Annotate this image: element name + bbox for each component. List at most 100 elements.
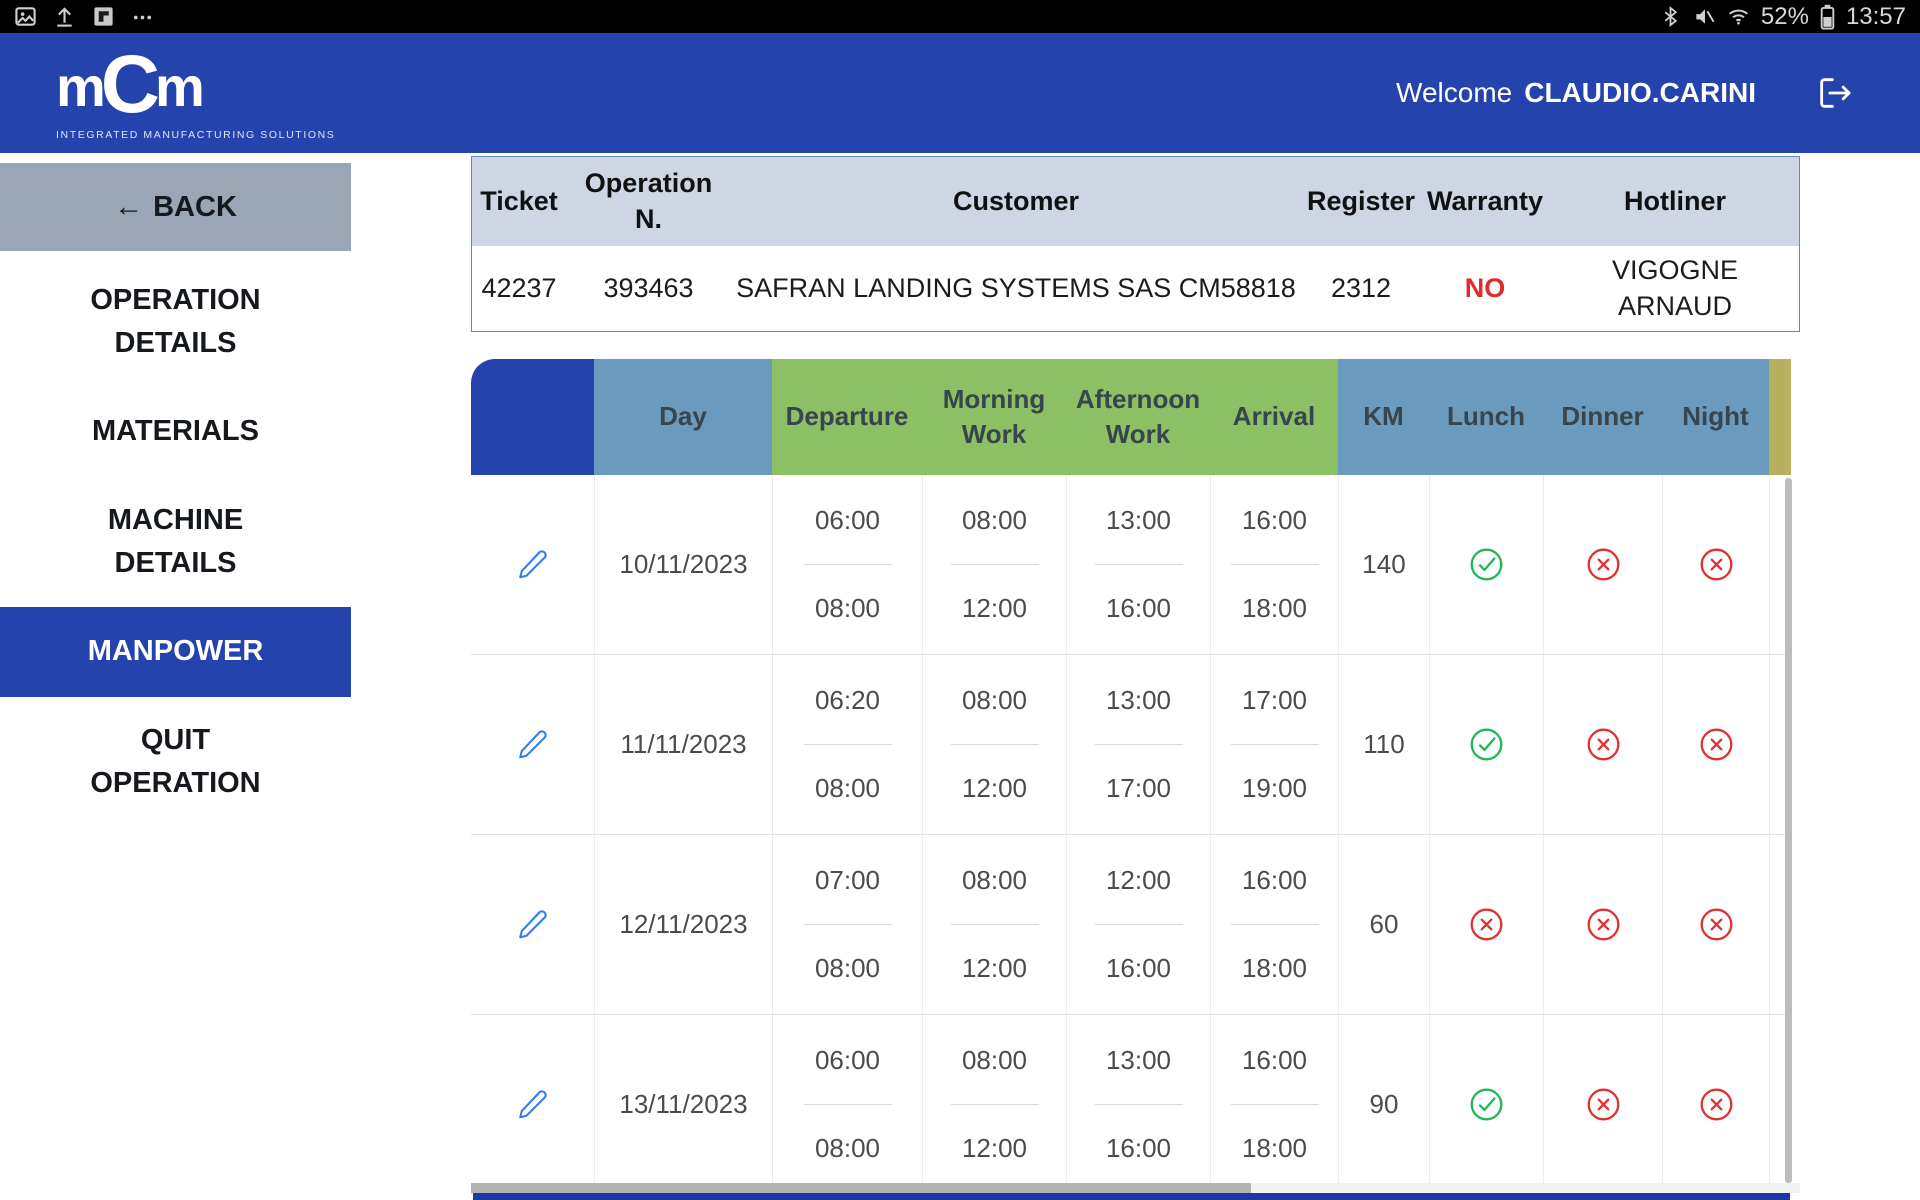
time-from: 13:00 [1106,505,1171,536]
battery-icon [1820,4,1835,30]
main-content: Ticket Operation N. Customer Register Wa… [351,153,1920,1200]
time-to: 18:00 [1242,1133,1307,1164]
time-divider [804,744,892,745]
column-header-arrival: Arrival [1210,359,1338,475]
edit-row-button[interactable] [517,549,548,580]
time-from: 16:00 [1242,865,1307,896]
info-value-customer: SAFRAN LANDING SYSTEMS SAS CM58818 [731,246,1301,331]
sidebar-item-manpower[interactable]: MANPOWER [0,607,351,697]
info-header-hotliner: Hotliner [1549,157,1801,246]
bluetooth-icon [1659,5,1682,28]
check-circle-icon [1468,1086,1505,1123]
time-from: 08:00 [962,1045,1027,1076]
manpower-row: 12/11/2023 07:00 08:00 08:00 12:00 12:00… [471,835,1791,1015]
time-divider [1231,924,1319,925]
day-cell: 12/11/2023 [594,835,772,1014]
x-circle-icon [1585,726,1622,763]
morning-work-cell: 08:00 12:00 [922,835,1066,1014]
horizontal-scrollbar-track[interactable] [471,1183,1800,1193]
info-header-warranty: Warranty [1421,157,1549,246]
battery-percent: 52% [1761,3,1809,31]
edit-cell [471,475,594,654]
info-header-ticket: Ticket [472,157,566,246]
time-divider [804,564,892,565]
time-from: 12:00 [1106,865,1171,896]
lunch-status-cell [1429,655,1543,834]
x-circle-icon [1585,546,1622,583]
km-cell: 140 [1338,475,1429,654]
column-header-departure: Departure [772,359,922,475]
time-to: 16:00 [1106,593,1171,624]
morning-work-cell: 08:00 12:00 [922,1015,1066,1194]
status-bar-system-tray: 52% 13:57 [1659,3,1906,31]
edit-row-button[interactable] [517,909,548,940]
manpower-row: 10/11/2023 06:00 08:00 08:00 12:00 13:00… [471,475,1791,655]
time-to: 08:00 [815,1133,880,1164]
time-to: 16:00 [1106,953,1171,984]
morning-work-cell: 08:00 12:00 [922,475,1066,654]
time-divider [951,924,1039,925]
edit-row-button[interactable] [517,1089,548,1120]
column-header-morning-work: Morning Work [922,359,1066,475]
afternoon-work-cell: 12:00 16:00 [1066,835,1210,1014]
time-to: 18:00 [1242,593,1307,624]
logout-button[interactable] [1814,73,1854,113]
manpower-row: 13/11/2023 06:00 08:00 08:00 12:00 13:00… [471,1015,1791,1195]
night-status-cell [1662,1015,1769,1194]
info-header-customer: Customer [731,157,1301,246]
welcome-text: WelcomeCLAUDIO.CARINI [1396,77,1756,109]
time-from: 06:20 [815,685,880,716]
mcm-logo-text: mCm [56,46,335,128]
km-cell: 90 [1338,1015,1429,1194]
sidebar-item-machine-details[interactable]: MACHINE DETAILS [0,497,351,587]
dinner-status-cell [1543,475,1662,654]
logo-tagline: INTEGRATED MANUFACTURING SOLUTIONS [56,130,335,141]
sidebar-nav: OPERATION DETAILS MATERIALS MACHINE DETA… [0,277,351,807]
info-header-operation-n: Operation N. [566,157,731,246]
time-to: 08:00 [815,593,880,624]
column-header-lunch: Lunch [1429,359,1543,475]
time-from: 08:00 [962,865,1027,896]
horizontal-scrollbar-thumb[interactable] [471,1183,1251,1193]
night-status-cell [1662,835,1769,1014]
x-circle-icon [1698,726,1735,763]
time-divider [804,924,892,925]
pencil-icon [517,1089,548,1120]
pencil-icon [517,909,548,940]
time-divider [1231,1104,1319,1105]
sidebar-item-operation-details[interactable]: OPERATION DETAILS [0,277,351,367]
column-header-day: Day [594,359,772,475]
lunch-status-cell [1429,1015,1543,1194]
mcm-logo: mCm INTEGRATED MANUFACTURING SOLUTIONS [56,46,335,141]
more-notifications-icon [131,5,154,28]
lunch-status-cell [1429,475,1543,654]
vertical-scrollbar[interactable] [1785,478,1792,1183]
info-value-ticket: 42237 [472,246,566,331]
time-divider [1231,564,1319,565]
time-from: 08:00 [962,505,1027,536]
x-circle-icon [1698,1086,1735,1123]
departure-cell: 06:00 08:00 [772,475,922,654]
time-to: 08:00 [815,953,880,984]
time-from: 07:00 [815,865,880,896]
dinner-status-cell [1543,1015,1662,1194]
sidebar-item-materials[interactable]: MATERIALS [0,387,351,477]
manpower-table-body: 10/11/2023 06:00 08:00 08:00 12:00 13:00… [471,475,1791,1195]
info-value-warranty: NO [1421,246,1549,331]
sidebar-item-quit-operation[interactable]: QUIT OPERATION [0,717,351,807]
bottom-blue-bar [473,1193,1790,1200]
info-value-operation-n: 393463 [566,246,731,331]
arrival-cell: 16:00 18:00 [1210,475,1338,654]
km-cell: 110 [1338,655,1429,834]
pencil-icon [517,729,548,760]
departure-cell: 06:00 08:00 [772,1015,922,1194]
day-cell: 13/11/2023 [594,1015,772,1194]
column-header-dinner: Dinner [1543,359,1662,475]
time-from: 13:00 [1106,1045,1171,1076]
logout-icon [1814,73,1854,113]
x-circle-icon [1698,546,1735,583]
back-button[interactable]: ← BACK [0,163,351,251]
status-bar-notifications [14,5,154,28]
time-from: 06:00 [815,505,880,536]
edit-row-button[interactable] [517,729,548,760]
